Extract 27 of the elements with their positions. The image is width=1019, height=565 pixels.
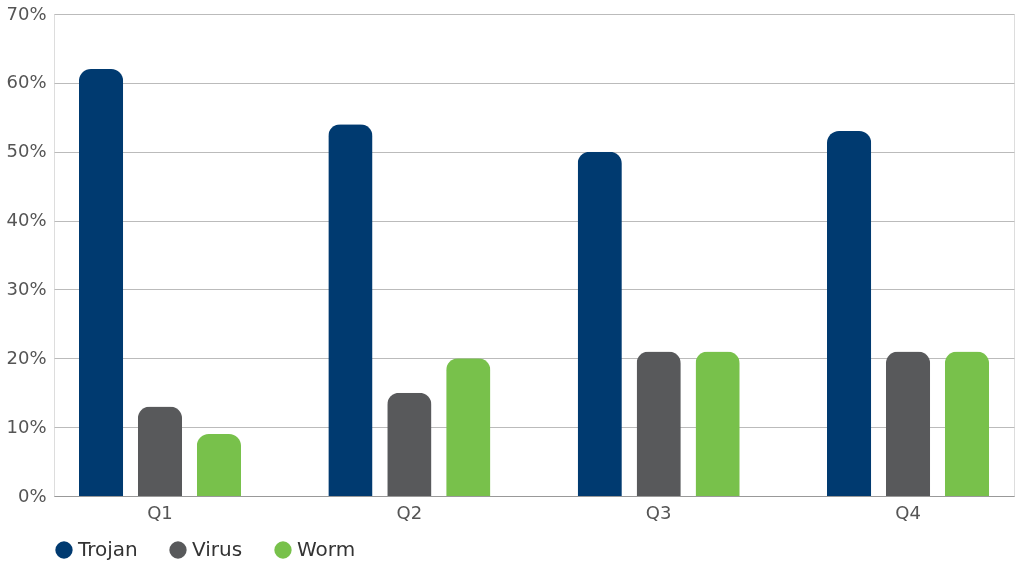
y-tick-label: 30% [6,277,47,299]
bar [196,434,242,496]
bar [328,124,373,496]
x-tick-label: Q4 [895,501,921,523]
bar [944,351,990,496]
bar [78,69,124,496]
bar [695,351,740,496]
bar [387,392,432,496]
y-tick-label: 50% [6,140,47,162]
x-tick-label: Q1 [147,501,173,523]
bar [885,351,931,496]
y-tick-label: 40% [6,209,47,231]
x-tick-label: Q3 [645,501,672,523]
y-tick-label: 10% [6,415,47,437]
y-tick-label: 20% [6,346,47,368]
y-tick-label: 70% [6,2,47,24]
legend-label: Worm [297,537,356,561]
legend-label: Trojan [77,537,138,561]
x-tick-label: Q2 [396,501,423,523]
bar [577,151,622,496]
bar [826,131,872,496]
y-tick-label: 60% [6,71,47,93]
legend-label: Virus [192,537,243,561]
bar [137,406,183,496]
y-tick-label: 0% [17,484,47,506]
bar [446,358,491,496]
bar [636,351,681,496]
